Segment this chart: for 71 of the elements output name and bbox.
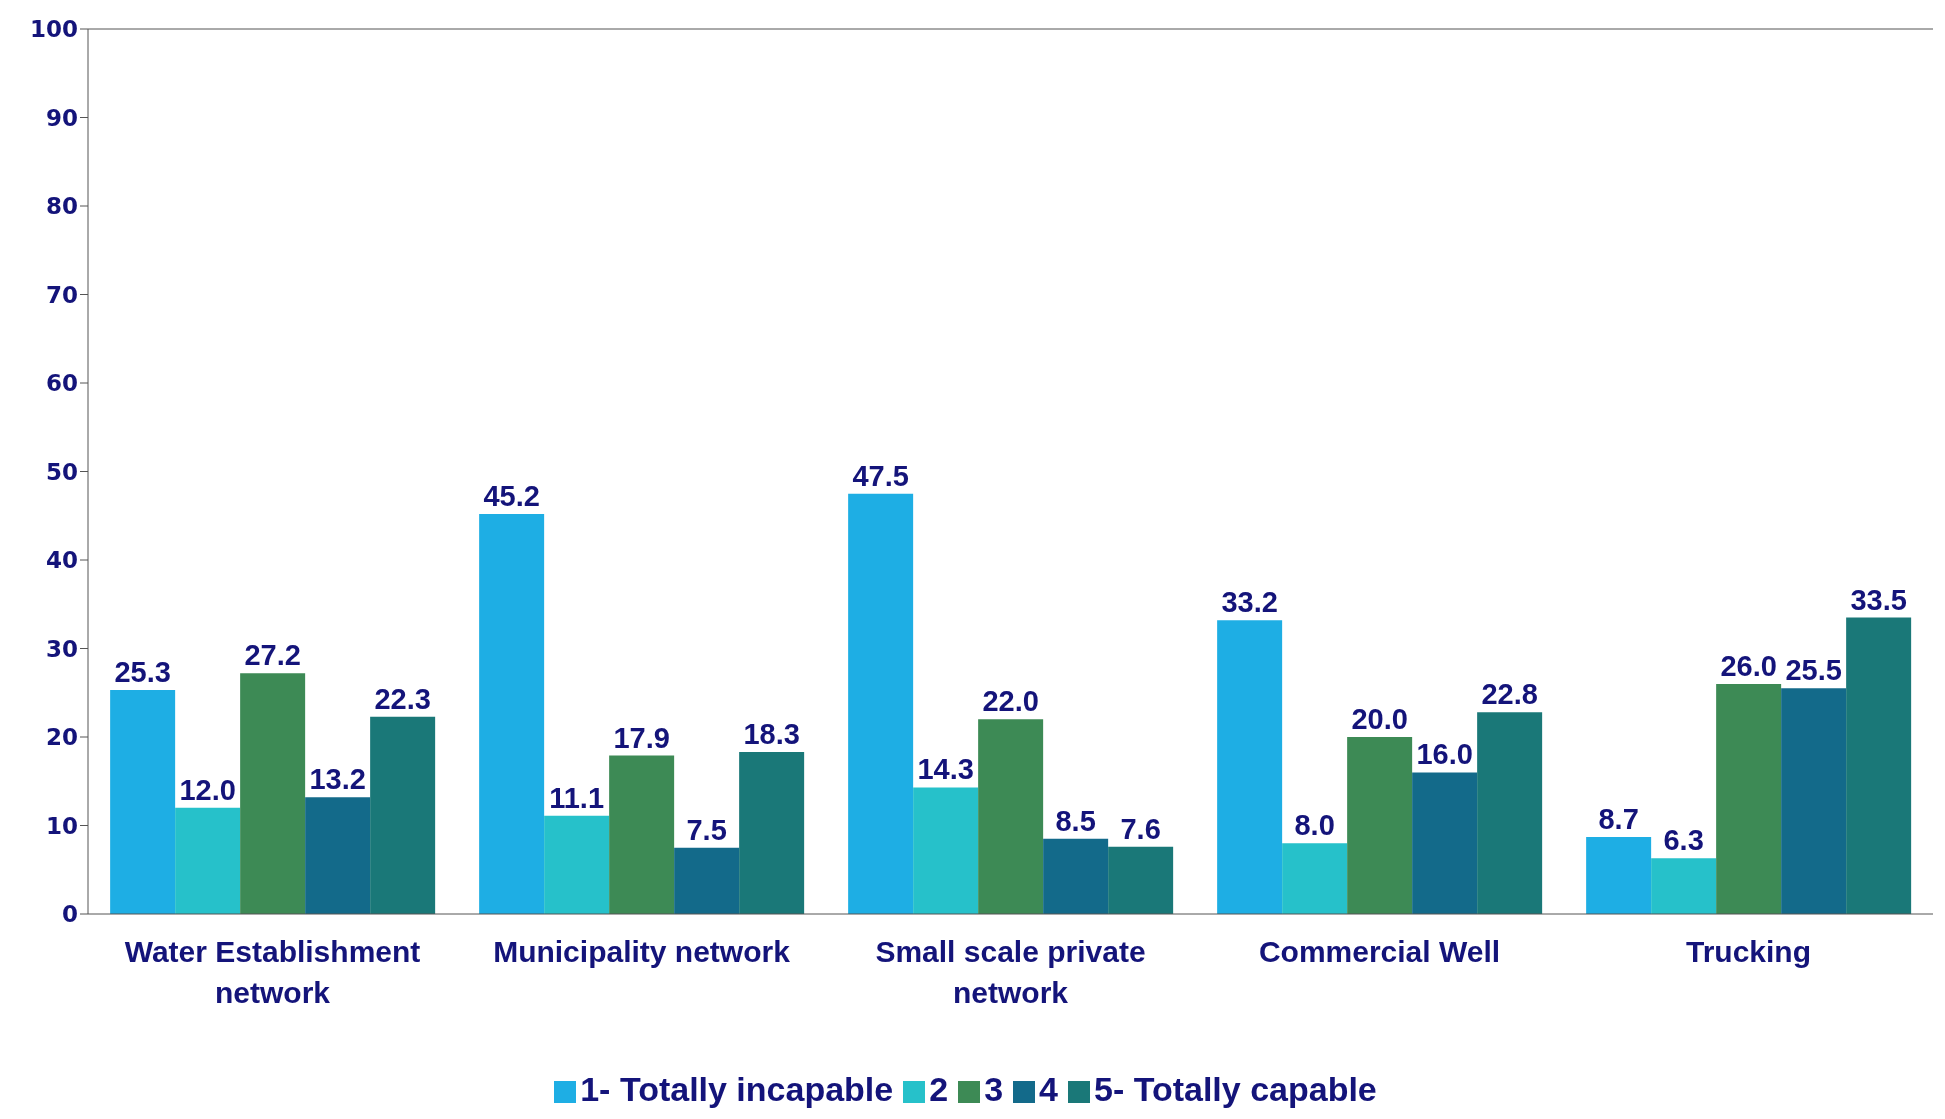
data-label: 18.3	[743, 718, 800, 751]
data-label: 14.3	[917, 753, 974, 786]
bar	[978, 719, 1044, 914]
data-label: 20.0	[1351, 703, 1408, 735]
bar	[544, 815, 610, 914]
data-label: 22.8	[1481, 678, 1538, 711]
legend-label: 3	[984, 1070, 1004, 1108]
y-tick-label: 20	[45, 724, 78, 751]
y-tick-label: 100	[29, 16, 78, 43]
data-label: 22.3	[374, 682, 431, 715]
data-label: 25.3	[114, 656, 171, 689]
bar	[110, 690, 176, 914]
legend-label: 5- Totally capable	[1093, 1070, 1377, 1108]
x-tick-label: Water Establishment network	[124, 935, 421, 1009]
data-label: 7.5	[686, 813, 727, 846]
data-label: 8.5	[1055, 804, 1096, 837]
y-tick-label: 0	[61, 901, 78, 928]
bar	[1217, 620, 1283, 914]
data-label: 45.2	[483, 479, 540, 512]
y-tick-label: 30	[45, 635, 78, 662]
data-label: 25.5	[1785, 654, 1842, 687]
bar	[305, 797, 371, 914]
y-tick-label: 90	[45, 104, 78, 131]
bar	[1347, 737, 1413, 914]
bar	[739, 752, 805, 914]
bar	[1651, 858, 1717, 914]
y-tick-label: 80	[45, 193, 78, 220]
data-label: 13.2	[309, 763, 366, 796]
x-tick-label: Commercial Well	[1258, 935, 1501, 968]
legend-label: 2	[929, 1070, 949, 1108]
data-label: 8.7	[1598, 803, 1639, 836]
x-tick-label: Municipality network	[493, 935, 791, 968]
x-tick-label: Small scale private network	[875, 935, 1146, 1009]
data-label: 26.0	[1720, 649, 1777, 682]
y-tick-label: 70	[45, 281, 78, 308]
y-tick-label: 10	[45, 812, 78, 839]
data-label: 7.6	[1120, 812, 1161, 845]
y-tick-label: 50	[45, 458, 78, 485]
bar	[1282, 843, 1348, 914]
bar	[1108, 846, 1174, 914]
data-label: 12.0	[179, 773, 236, 806]
y-tick-label: 60	[45, 370, 78, 397]
bar	[175, 807, 241, 914]
bar	[240, 673, 306, 914]
data-label: 47.5	[852, 459, 909, 492]
y-tick-label: 40	[45, 547, 78, 574]
bar	[1043, 838, 1109, 914]
data-label: 22.0	[982, 685, 1039, 718]
bar	[609, 755, 675, 914]
data-label: 17.9	[613, 721, 670, 754]
bar	[370, 716, 436, 914]
bar	[1781, 688, 1847, 914]
data-label: 33.2	[1221, 586, 1278, 619]
bar	[479, 513, 545, 914]
bar	[913, 787, 979, 914]
data-label: 27.2	[244, 639, 301, 672]
data-label: 33.5	[1850, 583, 1907, 616]
bar	[848, 493, 914, 914]
legend-label: 4	[1039, 1070, 1058, 1108]
bar	[1586, 837, 1652, 914]
bar	[1477, 712, 1543, 914]
data-label: 6.3	[1663, 824, 1704, 857]
data-label: 16.0	[1416, 738, 1473, 771]
bar	[1716, 683, 1782, 914]
data-label: 8.0	[1294, 809, 1335, 842]
bar	[1846, 617, 1912, 914]
legend-label: 1- Totally incapable	[580, 1070, 894, 1108]
x-tick-label: Trucking	[1685, 935, 1812, 968]
bar	[1412, 772, 1478, 914]
bar	[674, 847, 740, 914]
data-label: 11.1	[549, 781, 605, 814]
